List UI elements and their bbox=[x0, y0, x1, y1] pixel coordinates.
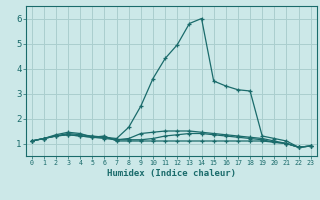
X-axis label: Humidex (Indice chaleur): Humidex (Indice chaleur) bbox=[107, 169, 236, 178]
